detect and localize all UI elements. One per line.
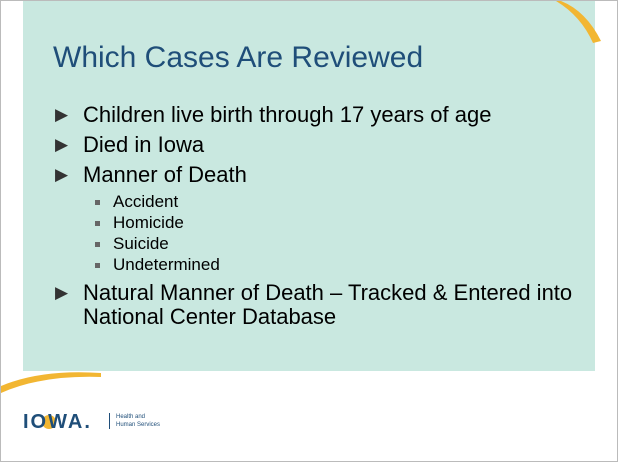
sub-bullet: Undetermined bbox=[83, 254, 575, 275]
logo-subtitle: Health and Human Services bbox=[109, 413, 160, 429]
bullet-list: Children live birth through 17 years of … bbox=[55, 103, 575, 335]
bullet-text: Natural Manner of Death – Tracked & Ente… bbox=[83, 280, 573, 329]
bullet: Manner of Death AccidentHomicideSuicideUn… bbox=[55, 163, 575, 275]
logo-line: Health and bbox=[116, 414, 146, 420]
sub-bullet: Homicide bbox=[83, 212, 575, 233]
swoosh-top bbox=[556, 1, 601, 43]
logo-line: Human Services bbox=[116, 422, 161, 428]
bullet: Natural Manner of Death – Tracked & Ente… bbox=[55, 281, 575, 329]
bullet-text: Manner of Death bbox=[83, 162, 247, 187]
logo-o bbox=[42, 415, 56, 429]
bullet-text: Died in Iowa bbox=[83, 132, 205, 157]
logo: IOWA. bbox=[23, 411, 92, 433]
bullet: Died in Iowa bbox=[55, 132, 575, 158]
sub-bullet: Suicide bbox=[83, 233, 575, 254]
bullet-text: Children live birth through 17 years of … bbox=[83, 102, 492, 127]
swoosh-bottom bbox=[1, 372, 101, 393]
sub-bullet: Accident bbox=[83, 191, 575, 212]
title: Which Cases Are Reviewed bbox=[53, 41, 424, 74]
bullet: Children live birth through 17 years of … bbox=[55, 102, 575, 128]
sub-list: Accident Homicide Suicide Undetermined bbox=[83, 191, 575, 275]
